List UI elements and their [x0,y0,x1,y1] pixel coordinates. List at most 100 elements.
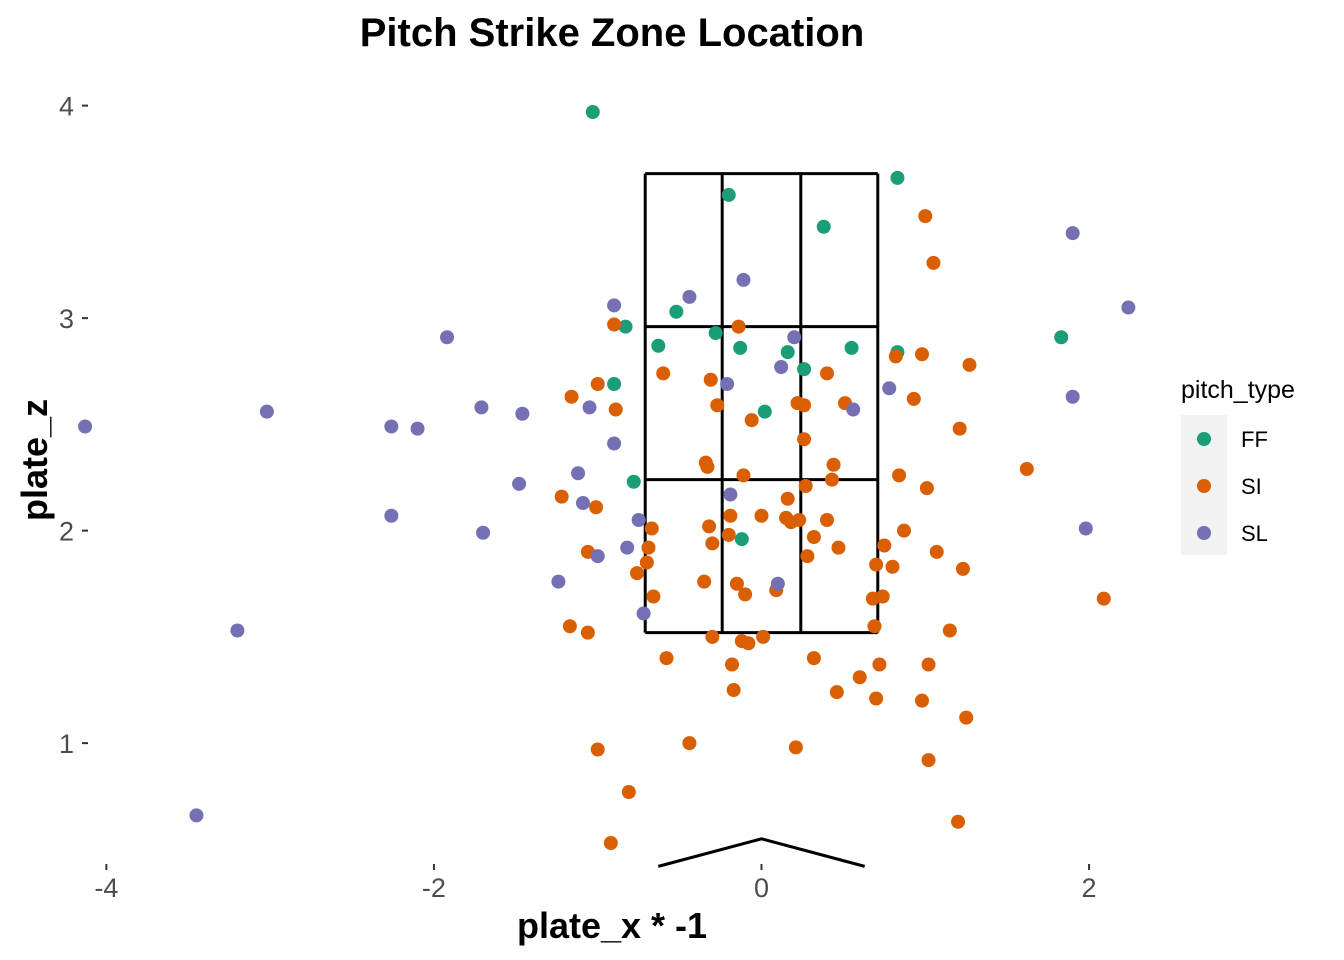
point-sl-34 [189,808,204,823]
point-sl-19 [607,436,622,451]
point-sl-18 [846,402,861,417]
point-si-32 [919,481,934,496]
point-si-70 [741,636,756,651]
point-ff-9 [780,345,795,360]
point-si-14 [744,413,759,428]
point-si-34 [702,519,717,534]
point-si-52 [869,557,884,572]
point-sl-31 [770,576,785,591]
point-si-78 [726,683,741,697]
point-sl-2 [607,298,622,313]
point-sl-27 [1078,521,1093,536]
point-sl-1 [682,289,697,304]
y-axis-ticks: 1 2 3 4 [59,92,88,759]
point-si-6 [703,372,718,387]
point-sl-22 [575,496,590,510]
point-ff-0 [585,105,600,119]
point-sl-10 [1065,389,1080,404]
point-si-60 [646,589,661,604]
point-sl-28 [620,540,635,555]
point-si-79 [829,685,844,700]
point-si-29 [589,500,604,515]
point-si-28 [554,489,569,504]
point-sl-26 [631,513,646,527]
x-axis-ticks: -4 -2 0 2 [94,864,1097,903]
home-plate [657,837,866,868]
point-ff-12 [1054,330,1069,345]
point-si-57 [729,576,744,591]
point-si-83 [682,736,697,751]
point-si-2 [607,317,622,332]
point-ff-15 [757,404,772,419]
x-tick-label: 0 [754,873,769,903]
point-si-36 [723,508,738,523]
point-sl-6 [787,330,802,345]
y-tick-label: 3 [59,304,74,334]
point-si-9 [915,347,929,362]
point-si-86 [921,753,936,768]
point-si-7 [820,366,835,381]
point-si-47 [800,549,815,564]
legend-key-ff [1197,432,1211,446]
point-si-12 [608,402,623,417]
point-si-18 [906,391,921,406]
point-si-89 [603,836,618,850]
point-sl-13 [384,419,399,434]
point-si-49 [877,538,892,553]
point-sl-29 [590,549,605,564]
point-si-46 [705,536,720,551]
legend-label-ff: FF [1241,427,1268,452]
point-sl-9 [882,381,897,396]
point-ff-3 [816,219,831,234]
legend-label-si: SI [1241,474,1262,499]
point-ff-1 [890,170,905,185]
point-si-4 [656,366,671,381]
point-si-19 [952,421,967,436]
point-si-55 [955,561,970,576]
point-ff-6 [651,338,666,353]
point-si-58 [738,587,753,602]
point-si-50 [639,555,654,570]
point-si-30 [780,491,795,506]
point-sl-7 [774,360,789,374]
point-si-76 [921,657,936,672]
point-si-48 [831,540,846,555]
point-sl-8 [720,377,735,391]
point-si-54 [929,544,944,559]
point-si-88 [951,814,966,829]
point-sl-15 [474,400,489,415]
point-si-27 [1019,462,1034,476]
point-si-22 [797,432,812,447]
point-si-67 [942,623,957,638]
point-ff-10 [844,340,859,355]
point-si-21 [700,459,715,474]
data-points [78,105,1136,850]
y-tick-label: 4 [59,92,74,122]
point-si-45 [641,540,656,555]
point-si-23 [826,457,841,472]
point-ff-17 [734,532,749,547]
point-si-40 [792,513,807,527]
point-si-51 [630,566,645,581]
point-si-26 [892,468,907,483]
point-si-71 [756,629,771,644]
point-si-5 [590,377,605,391]
point-si-0 [918,209,933,224]
point-ff-14 [797,362,812,377]
legend-label-sl: SL [1241,521,1268,546]
x-axis-title: plate_x * -1 [517,905,707,946]
point-si-65 [580,625,595,640]
point-si-68 [705,629,720,644]
point-ff-5 [618,319,633,334]
point-si-35 [721,527,736,542]
point-si-75 [872,657,887,672]
point-si-73 [725,657,740,672]
point-si-43 [896,523,911,538]
point-si-25 [824,472,839,487]
y-axis-title: plate_z [14,399,55,521]
legend-title: pitch_type [1181,376,1295,404]
point-si-64 [562,619,577,634]
point-si-63 [1096,591,1111,606]
point-si-85 [788,740,803,755]
